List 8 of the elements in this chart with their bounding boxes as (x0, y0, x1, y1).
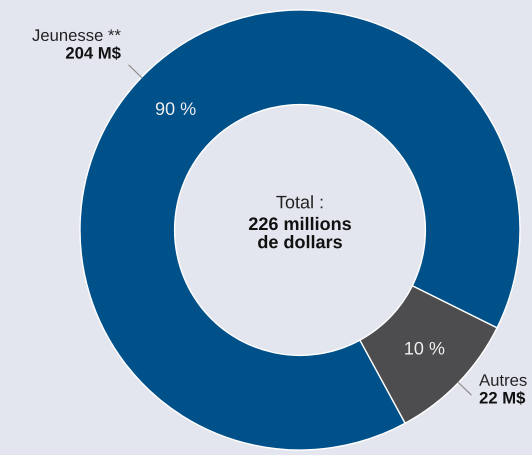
text: Total : (276, 195, 322, 208)
text: 90 % (156, 102, 196, 116)
data-label: 204 M$ (66, 46, 121, 60)
slice-label: Jeunesse ** (32, 29, 121, 42)
data-label: 22 M$ (480, 391, 526, 405)
slice-label: Autres (479, 374, 527, 386)
text: 10 % (405, 342, 444, 355)
text: 226 millions de dollars (248, 216, 351, 248)
